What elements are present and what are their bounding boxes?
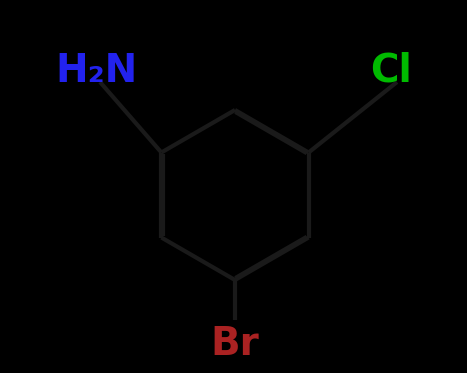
Text: H₂N: H₂N bbox=[55, 52, 137, 90]
Text: Br: Br bbox=[211, 325, 259, 363]
Text: Cl: Cl bbox=[370, 52, 412, 90]
